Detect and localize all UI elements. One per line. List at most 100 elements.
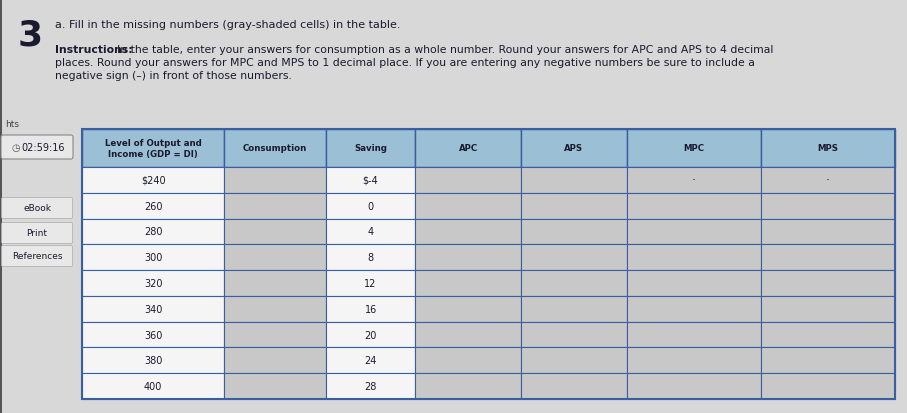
Bar xyxy=(224,373,326,399)
Bar xyxy=(224,245,326,271)
Bar xyxy=(627,168,761,193)
Bar xyxy=(521,322,627,348)
Bar xyxy=(82,245,224,271)
Text: 02:59:16: 02:59:16 xyxy=(21,142,64,153)
Bar xyxy=(82,193,224,219)
Bar xyxy=(82,271,224,296)
Bar xyxy=(761,130,895,168)
Text: hts: hts xyxy=(5,120,19,129)
Bar xyxy=(521,168,627,193)
Bar xyxy=(627,193,761,219)
Text: 380: 380 xyxy=(144,356,162,366)
Bar xyxy=(627,130,761,168)
Text: Instructions:: Instructions: xyxy=(55,45,132,55)
Text: MPS: MPS xyxy=(817,144,838,153)
Text: 28: 28 xyxy=(365,381,376,391)
Bar xyxy=(82,373,224,399)
Bar xyxy=(761,373,895,399)
Bar xyxy=(521,271,627,296)
Text: APS: APS xyxy=(564,144,583,153)
Bar xyxy=(224,296,326,322)
Bar xyxy=(224,322,326,348)
Bar xyxy=(415,348,521,373)
Bar xyxy=(521,348,627,373)
Bar xyxy=(521,245,627,271)
Text: negative sign (–) in front of those numbers.: negative sign (–) in front of those numb… xyxy=(55,71,292,81)
Text: 360: 360 xyxy=(144,330,162,340)
Text: 260: 260 xyxy=(144,201,162,211)
Text: 300: 300 xyxy=(144,253,162,263)
Text: References: References xyxy=(12,252,63,261)
Text: 16: 16 xyxy=(365,304,376,314)
Text: 400: 400 xyxy=(144,381,162,391)
Text: places. Round your answers for MPC and MPS to 1 decimal place. If you are enteri: places. Round your answers for MPC and M… xyxy=(55,58,755,68)
Bar xyxy=(627,245,761,271)
Bar xyxy=(761,193,895,219)
Bar xyxy=(326,348,415,373)
Text: 320: 320 xyxy=(144,278,162,288)
Bar xyxy=(761,219,895,245)
Text: Consumption: Consumption xyxy=(243,144,307,153)
Bar xyxy=(224,348,326,373)
Bar xyxy=(224,271,326,296)
Text: 0: 0 xyxy=(367,201,374,211)
Bar xyxy=(82,168,224,193)
Bar xyxy=(326,219,415,245)
Bar xyxy=(761,168,895,193)
Bar xyxy=(82,130,895,399)
Text: 4: 4 xyxy=(367,227,374,237)
Bar xyxy=(415,373,521,399)
Bar xyxy=(415,130,521,168)
Text: Saving: Saving xyxy=(354,144,387,153)
Text: $-4: $-4 xyxy=(363,176,378,185)
Bar xyxy=(326,130,415,168)
Bar xyxy=(326,322,415,348)
Bar xyxy=(415,245,521,271)
Bar xyxy=(82,219,224,245)
Bar xyxy=(326,193,415,219)
Text: $240: $240 xyxy=(141,176,165,185)
Bar xyxy=(224,130,326,168)
Text: In the table, enter your answers for consumption as a whole number. Round your a: In the table, enter your answers for con… xyxy=(117,45,774,55)
Bar xyxy=(761,296,895,322)
Bar xyxy=(326,296,415,322)
Text: ·: · xyxy=(692,174,696,187)
Bar xyxy=(521,219,627,245)
Bar xyxy=(415,219,521,245)
Bar xyxy=(761,348,895,373)
Text: a. Fill in the missing numbers (gray-shaded cells) in the table.: a. Fill in the missing numbers (gray-sha… xyxy=(55,20,401,30)
Text: Level of Output and
Income (GDP = DI): Level of Output and Income (GDP = DI) xyxy=(105,139,201,158)
Bar xyxy=(0,0,2,413)
Text: 24: 24 xyxy=(365,356,376,366)
Bar xyxy=(415,168,521,193)
Text: Print: Print xyxy=(26,229,47,238)
FancyBboxPatch shape xyxy=(2,198,73,219)
Bar xyxy=(521,193,627,219)
Text: 8: 8 xyxy=(367,253,374,263)
Bar xyxy=(521,296,627,322)
Text: 12: 12 xyxy=(365,278,376,288)
Bar xyxy=(224,168,326,193)
Bar xyxy=(627,373,761,399)
Text: ◷: ◷ xyxy=(11,142,19,153)
Bar xyxy=(326,271,415,296)
Bar xyxy=(224,193,326,219)
Bar xyxy=(627,219,761,245)
Bar xyxy=(521,373,627,399)
Text: 340: 340 xyxy=(144,304,162,314)
Bar xyxy=(82,322,224,348)
Text: APC: APC xyxy=(459,144,478,153)
Text: 20: 20 xyxy=(365,330,376,340)
Bar xyxy=(761,245,895,271)
Bar xyxy=(627,348,761,373)
Bar xyxy=(415,296,521,322)
FancyBboxPatch shape xyxy=(1,136,73,159)
Bar xyxy=(415,271,521,296)
Bar xyxy=(224,219,326,245)
Bar xyxy=(415,193,521,219)
FancyBboxPatch shape xyxy=(2,223,73,244)
Bar xyxy=(627,271,761,296)
Bar xyxy=(326,373,415,399)
Bar xyxy=(82,296,224,322)
Text: eBook: eBook xyxy=(23,204,51,213)
